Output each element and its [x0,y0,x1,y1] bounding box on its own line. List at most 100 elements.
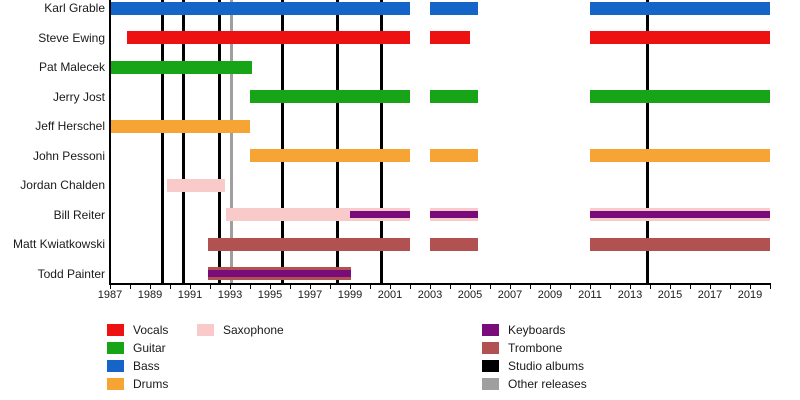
legend-swatch-drums [107,378,124,390]
legend-swatch-vocals [107,324,124,336]
axis-tick-label: 2011 [578,289,602,301]
y-axis-line [109,0,111,283]
axis-tick [250,285,251,289]
studio-album-line [379,0,383,283]
timeline-bar-drums [110,119,250,133]
member-label-pat-malecek: Pat Malecek [38,60,105,75]
axis-tick [610,285,611,289]
axis-tick-label: 2001 [377,289,403,301]
axis-tick [590,285,591,289]
axis-tick [470,285,471,289]
axis-tick-label: 2019 [737,289,763,301]
axis-tick-label: 1997 [297,289,323,301]
legend-swatch-trombone [482,342,499,354]
legend-swatch-saxophone [197,324,214,336]
axis-tick-label: 2005 [457,289,483,301]
axis-tick [210,285,211,289]
axis-tick-label: 2009 [537,289,563,301]
axis-tick [730,285,731,289]
legend-label-vocals: Vocals [133,323,169,337]
axis-tick-label: 2003 [417,289,443,301]
timeline-bar-bass [430,1,478,15]
legend-label-drums: Drums [133,377,169,391]
timeline-bar-bass [110,1,410,15]
timeline-overlay-bar-keyboards [350,211,410,219]
axis-tick [570,285,571,289]
timeline-overlay-bar-keyboards [430,211,478,219]
axis-tick [410,285,411,289]
axis-tick [310,285,311,289]
axis-tick [230,285,231,289]
axis-tick [390,285,391,289]
member-label-jerry-jost: Jerry Jost [52,89,105,104]
timeline-bar-guitar [590,90,770,104]
axis-tick [370,285,371,289]
member-label-karl-grable: Karl Grable [44,1,105,15]
axis-tick-label: 2015 [657,289,683,301]
timeline-bar-vocals [127,31,410,45]
studio-album-line [160,0,164,283]
other-release-line [229,0,233,283]
member-label-todd-painter: Todd Painter [37,266,105,281]
member-label-jordan-chalden: Jordan Chalden [20,178,105,193]
timeline-overlay-bar-keyboards [590,211,770,219]
timeline-bar-vocals [590,31,770,45]
timeline-bar-drums [430,149,478,163]
legend-label-saxophone: Saxophone [223,323,284,337]
member-label-john-pessoni: John Pessoni [32,148,105,163]
timeline-bar-guitar [250,90,410,104]
timeline-bar-drums [590,149,770,163]
axis-tick-label: 1995 [257,289,283,301]
legend-swatch-other_releases [482,378,499,390]
legend-label-trombone: Trombone [508,341,563,355]
axis-tick [670,285,671,289]
axis-tick [170,285,171,289]
legend-label-guitar: Guitar [133,341,166,355]
axis-tick [750,285,751,289]
axis-tick [330,285,331,289]
legend-label-keyboards: Keyboards [508,323,566,337]
timeline-bar-bass [590,1,770,15]
axis-tick [270,285,271,289]
axis-tick [190,285,191,289]
axis-tick [430,285,431,289]
axis-tick [150,285,151,289]
legend-swatch-keyboards [482,324,499,336]
axis-tick [630,285,631,289]
timeline-bar-guitar [430,90,478,104]
axis-tick-label: 1999 [337,289,363,301]
axis-tick-label: 1993 [217,289,243,301]
studio-album-line [217,0,221,283]
axis-tick-label: 1989 [137,289,163,301]
legend-label-other_releases: Other releases [508,377,587,391]
axis-tick [290,285,291,289]
axis-tick [130,285,131,289]
studio-album-line [335,0,339,283]
timeline-bar-drums [250,149,410,163]
member-label-jeff-herschel: Jeff Herschel [35,119,105,134]
axis-tick [770,285,771,289]
axis-tick [450,285,451,289]
axis-tick [650,285,651,289]
axis-tick [110,285,111,289]
timeline-bar-guitar [110,60,252,74]
axis-tick-label: 1987 [97,289,123,301]
studio-album-line [181,0,185,283]
axis-tick [710,285,711,289]
axis-tick-label: 2017 [697,289,723,301]
timeline-bar-saxophone [167,178,225,192]
timeline-overlay-bar-keyboards [208,270,351,278]
axis-tick-label: 2007 [497,289,523,301]
timeline-bar-trombone [430,237,478,251]
timeline-bar-trombone [208,237,410,251]
x-axis-line [109,283,771,285]
axis-tick-label: 2013 [617,289,643,301]
studio-album-line [280,0,284,283]
axis-tick [530,285,531,289]
legend-swatch-bass [107,360,124,372]
axis-tick [350,285,351,289]
legend-swatch-studio_albums [482,360,499,372]
timeline-bar-trombone [590,237,770,251]
axis-tick [690,285,691,289]
